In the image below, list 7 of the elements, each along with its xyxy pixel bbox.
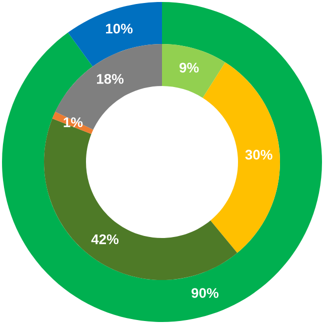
data-label: 90%: [192, 288, 218, 298]
data-label: 9%: [180, 62, 199, 73]
data-label: 1%: [64, 117, 83, 128]
data-label: 30%: [245, 150, 272, 160]
data-label: 42%: [91, 234, 119, 244]
data-label: 18%: [97, 74, 124, 84]
data-label: 10%: [106, 24, 133, 34]
